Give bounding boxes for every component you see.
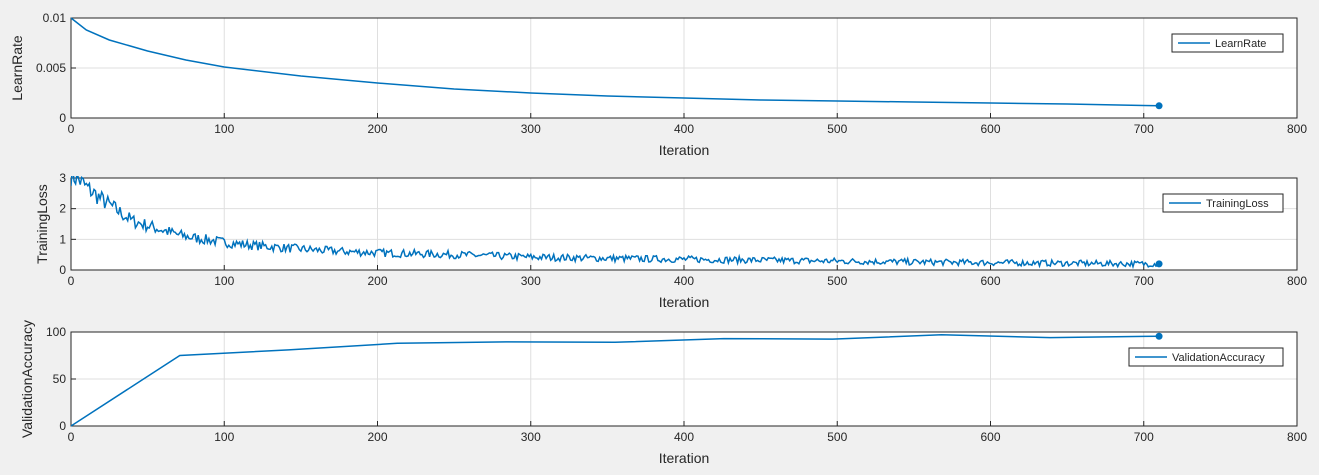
y-tick-label: 1 <box>59 232 66 246</box>
chart-panel-1: 0 100 200 300 400 500 600 700 800 0 0.005 0.01 Itera… <box>9 11 1307 158</box>
y-axis-label: ValidationAccuracy <box>19 320 35 438</box>
x-tick-label: 100 <box>214 122 234 136</box>
chart-panel-3: 0 100 200 300 400 500 600 700 800 0 50 100 Iteration… <box>19 320 1307 466</box>
x-tick-label: 700 <box>1134 122 1154 136</box>
x-tick-label: 0 <box>68 122 75 136</box>
x-tick-label: 700 <box>1134 274 1154 288</box>
y-tick-label: 3 <box>59 171 66 185</box>
y-tick-label: 0 <box>59 419 66 433</box>
series-line-ValidationAccuracy <box>71 334 1160 427</box>
series-end-marker <box>1155 102 1163 110</box>
y-tick-label: 50 <box>53 372 67 386</box>
series-end-marker <box>1155 332 1163 340</box>
series-line-LearnRate <box>71 17 1160 107</box>
x-tick-label: 700 <box>1134 430 1154 444</box>
legend: ValidationAccuracy <box>1128 347 1284 367</box>
x-axis-label: Iteration <box>659 450 710 466</box>
legend: LearnRate <box>1171 33 1284 53</box>
series-line-TrainingLoss <box>71 176 1160 270</box>
y-tick-label: 0.005 <box>36 61 66 75</box>
y-tick-label: 2 <box>59 202 66 216</box>
y-tick-label: 0 <box>59 263 66 277</box>
x-tick-label: 600 <box>980 274 1000 288</box>
legend-box <box>1128 347 1284 367</box>
x-tick-label: 0 <box>68 430 75 444</box>
y-axis-label: LearnRate <box>9 35 25 101</box>
legend-box <box>1162 193 1284 213</box>
y-tick-label: 0.01 <box>43 11 67 25</box>
axes-frame <box>70 331 1298 427</box>
x-tick-label: 600 <box>980 122 1000 136</box>
legend-box <box>1171 33 1284 53</box>
legend-label: ValidationAccuracy <box>1172 352 1265 364</box>
x-tick-label: 100 <box>214 430 234 444</box>
y-tick-label: 0 <box>59 111 66 125</box>
x-tick-label: 300 <box>521 430 541 444</box>
axes-frame <box>70 177 1298 271</box>
x-tick-label: 100 <box>214 274 234 288</box>
x-tick-label: 300 <box>521 274 541 288</box>
y-tick-label: 100 <box>46 325 66 339</box>
x-tick-label: 200 <box>367 430 387 444</box>
x-axis-label: Iteration <box>659 294 710 310</box>
axes-frame <box>70 17 1298 119</box>
y-axis-label: TrainingLoss <box>34 184 50 264</box>
x-tick-label: 300 <box>521 122 541 136</box>
x-tick-label: 800 <box>1287 122 1307 136</box>
x-tick-label: 800 <box>1287 430 1307 444</box>
x-tick-label: 200 <box>367 122 387 136</box>
x-tick-label: 0 <box>68 274 75 288</box>
x-tick-label: 400 <box>674 122 694 136</box>
legend-label: TrainingLoss <box>1206 198 1269 210</box>
series-end-marker <box>1155 260 1163 268</box>
legend-label: LearnRate <box>1215 38 1266 50</box>
legend: TrainingLoss <box>1162 193 1284 213</box>
x-tick-label: 600 <box>980 430 1000 444</box>
chart-panel-2: 0 100 200 300 400 500 600 700 800 0 1 2 3 Iteration Tr… <box>34 171 1307 310</box>
x-tick-label: 200 <box>367 274 387 288</box>
x-tick-label: 500 <box>827 122 847 136</box>
x-tick-label: 400 <box>674 274 694 288</box>
x-tick-label: 400 <box>674 430 694 444</box>
x-tick-label: 500 <box>827 274 847 288</box>
x-axis-label: Iteration <box>659 142 710 158</box>
x-tick-label: 800 <box>1287 274 1307 288</box>
x-tick-label: 500 <box>827 430 847 444</box>
